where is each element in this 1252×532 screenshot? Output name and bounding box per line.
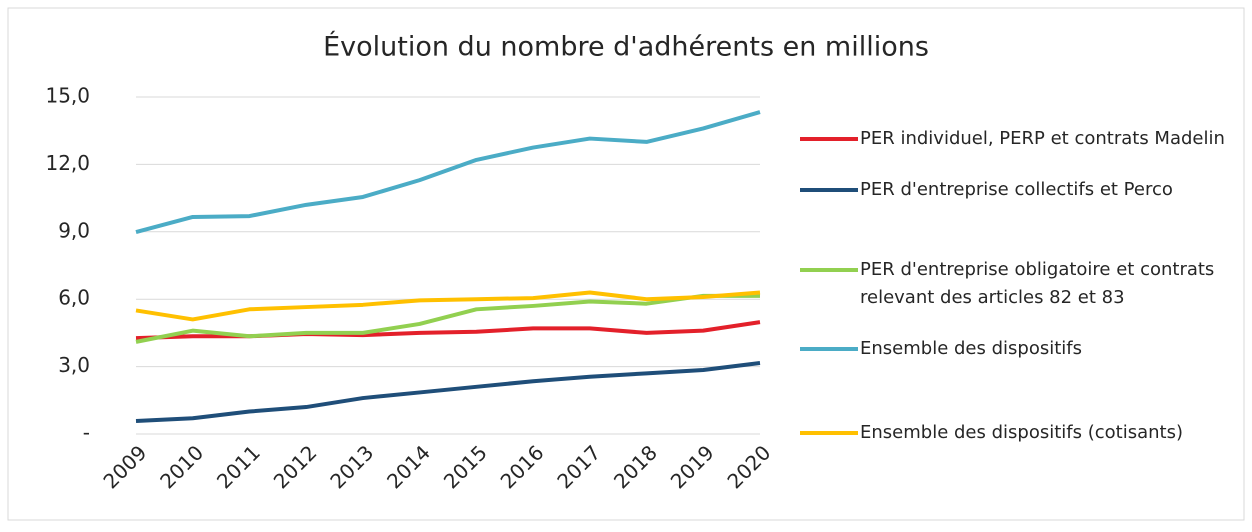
series-line [135,293,760,344]
y-tick-label: 9,0 [58,218,90,242]
y-tick-label: 12,0 [45,151,90,175]
series-line [135,361,761,423]
series-line [135,110,761,234]
legend-label: PER d'entreprise obligatoire et contrats… [860,259,1215,308]
x-tick-label: 2020 [722,440,775,493]
x-tick-label: 2010 [155,440,208,493]
y-tick-label: 15,0 [45,84,90,108]
x-tick-label: 2009 [98,440,151,493]
legend-label: PER individuel, PERP et contrats Madelin [860,128,1225,149]
x-tick-label: 2019 [666,440,719,493]
x-tick-label: 2018 [609,440,662,493]
x-tick-label: 2013 [325,440,378,493]
x-tick-label: 2012 [269,440,322,493]
x-tick-label: 2015 [439,440,492,493]
x-tick-label: 2017 [552,440,605,493]
y-tick-label: - [83,421,90,445]
legend-label: Ensemble des dispositifs (cotisants) [860,422,1183,443]
legend-label: Ensemble des dispositifs [860,338,1082,359]
x-tick-label: 2011 [212,440,265,493]
chart-title: Évolution du nombre d'adhérents en milli… [323,31,929,63]
y-tick-label: 6,0 [58,286,90,310]
x-tick-label: 2016 [496,440,549,493]
chart-border [7,7,1245,521]
legend-label: PER d'entreprise collectifs et Perco [860,179,1173,200]
x-tick-label: 2014 [382,440,435,493]
y-tick-label: 3,0 [58,353,90,377]
series-line [135,290,761,322]
